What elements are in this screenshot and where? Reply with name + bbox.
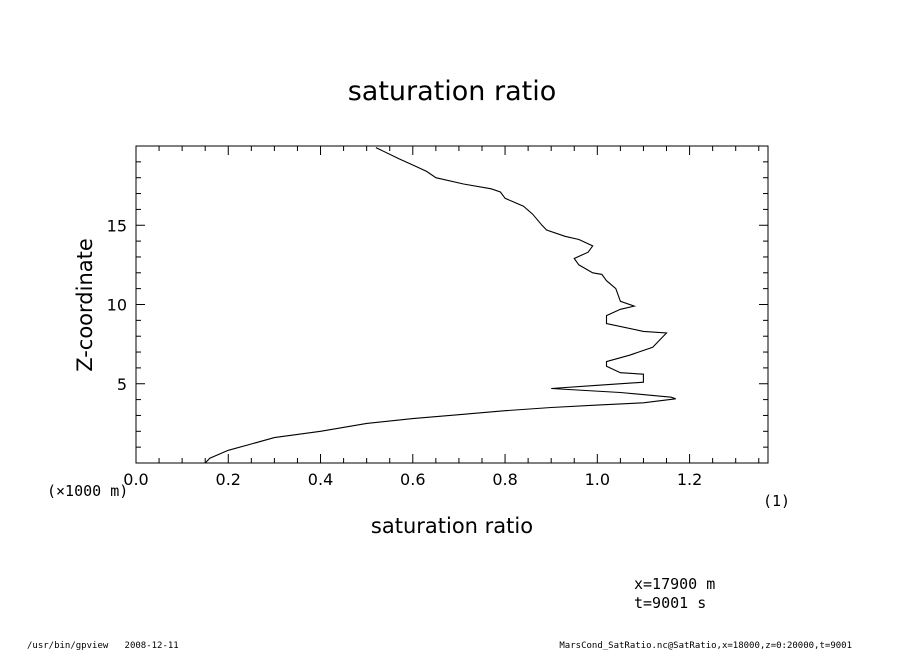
x-tick-label: 0.4 [308, 470, 333, 489]
x-tick-label: 0.6 [400, 470, 425, 489]
x-tick-label: 1.0 [585, 470, 610, 489]
x-tick-labels: 0.0 0.2 0.4 0.6 0.8 1.0 1.2 [123, 470, 702, 489]
x-coordinate-info: x=17900 m [634, 575, 716, 593]
plot-frame [135, 145, 769, 464]
series-line [204, 147, 676, 464]
time-info: t=9001 s [634, 594, 707, 612]
y-tick-label: 15 [107, 216, 127, 235]
x-tick-label: 1.2 [677, 470, 702, 489]
y-unit-label: (×1000 m) [47, 482, 129, 500]
x-tick-label: 0.0 [123, 470, 148, 489]
tick-marks [135, 146, 768, 463]
x-axis-label: saturation ratio [370, 514, 534, 538]
footer-right: MarsCond_SatRatio.nc@SatRatio,x=18000,z=… [559, 641, 852, 651]
y-tick-labels: 5 10 15 [107, 216, 127, 394]
x-tick-label: 0.2 [216, 470, 241, 489]
y-tick-label: 5 [117, 375, 127, 394]
y-tick-label: 10 [107, 296, 127, 315]
footer-left: /usr/bin/gpview 2008-12-11 [27, 641, 179, 651]
x-tick-label: 0.8 [492, 470, 517, 489]
x-unit-label: (1) [763, 492, 791, 510]
chart-title: saturation ratio [347, 76, 557, 107]
y-axis-label: Z-coordinate [73, 238, 97, 372]
